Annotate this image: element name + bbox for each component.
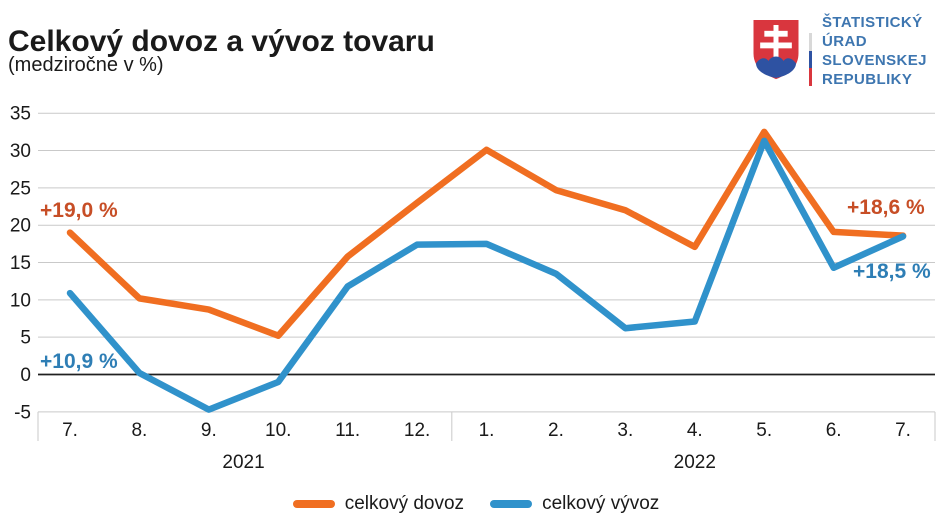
slovak-coat-of-arms-icon — [753, 20, 799, 80]
series-line — [66, 128, 907, 339]
legend-label-dovoz: celkový dovoz — [344, 493, 465, 514]
page-title: Celkový dovoz a vývoz tovaru — [8, 25, 435, 59]
y-tick-label: -5 — [14, 402, 31, 423]
logo-line-3: SLOVENSKEJ — [822, 52, 927, 69]
x-tick-label: 6. — [826, 420, 842, 441]
y-tick-label: 30 — [10, 141, 31, 162]
x-tick-label: 4. — [687, 420, 703, 441]
x-tick-label: 9. — [201, 420, 217, 441]
legend-swatch-vyvoz — [490, 500, 533, 508]
logo-org-name: ŠTATISTICKÝ ÚRAD SLOVENSKEJ REPUBLIKY — [822, 12, 927, 89]
divider-white-segment — [809, 33, 812, 51]
annotation-dovoz-start: +19,0 % — [40, 199, 118, 222]
year-label: 2022 — [674, 452, 716, 473]
x-tick-label: 3. — [617, 420, 633, 441]
divider-blue-segment — [809, 50, 812, 69]
y-tick-label: 0 — [20, 365, 31, 386]
statistical-office-logo: ŠTATISTICKÝ ÚRAD SLOVENSKEJ REPUBLIKY — [751, 12, 927, 89]
x-tick-label: 5. — [756, 420, 772, 441]
cross-upper-arm — [764, 30, 788, 37]
x-tick-label: 10. — [265, 420, 291, 441]
annotation-vyvoz-start: +10,9 % — [40, 350, 118, 373]
page-subtitle: (medziročne v %) — [8, 54, 164, 76]
x-tick-label: 8. — [131, 420, 147, 441]
x-tick-label: 7. — [62, 420, 78, 441]
annotation-dovoz-end: +18,6 % — [847, 196, 925, 219]
legend-item-dovoz: celkový dovoz — [292, 493, 465, 515]
annotation-vyvoz-end: +18,5 % — [853, 260, 931, 283]
x-tick-label: 2. — [548, 420, 564, 441]
x-tick-label: 7. — [895, 420, 911, 441]
y-tick-label: 15 — [10, 253, 31, 274]
cross-lower-arm — [760, 42, 792, 49]
legend-swatch-dovoz — [292, 500, 335, 508]
chart-legend: celkový dovoz celkový vývoz — [0, 491, 952, 517]
three-hills — [756, 56, 796, 78]
y-tick-label: 35 — [10, 104, 31, 125]
logo-divider — [809, 33, 812, 87]
year-label: 2021 — [222, 452, 264, 473]
logo-line-4: REPUBLIKY — [822, 71, 913, 88]
legend-label-vyvoz: celkový vývoz — [542, 493, 660, 514]
legend-item-vyvoz: celkový vývoz — [490, 493, 659, 515]
logo-line-1: ŠTATISTICKÝ — [822, 14, 923, 31]
y-tick-label: 20 — [10, 216, 31, 237]
x-tick-label: 12. — [404, 420, 430, 441]
y-tick-label: 10 — [10, 290, 31, 311]
y-tick-label: 5 — [20, 328, 31, 349]
logo-line-2: ÚRAD — [822, 33, 867, 50]
series-line — [66, 137, 907, 413]
x-tick-label: 11. — [335, 420, 360, 441]
x-tick-label: 1. — [479, 420, 495, 441]
y-tick-label: 25 — [10, 178, 31, 199]
divider-red-segment — [809, 68, 812, 87]
